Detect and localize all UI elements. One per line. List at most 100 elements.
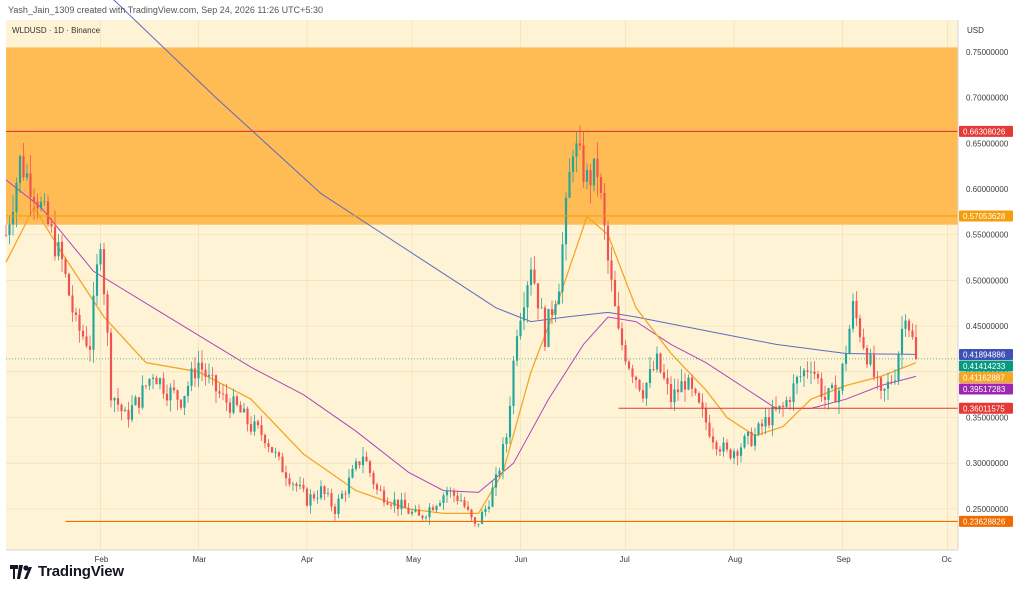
candle-body (704, 408, 708, 423)
candle-body (904, 320, 907, 329)
candle-body (109, 332, 113, 401)
candle-body (746, 431, 750, 437)
candle-body (848, 328, 851, 354)
candle-body (557, 291, 561, 305)
candle-body (421, 515, 424, 518)
candle-body (778, 405, 781, 410)
horizontal-levels (6, 130, 958, 522)
candle-body (463, 500, 466, 507)
candle-body (50, 224, 53, 227)
candle-body (487, 506, 491, 509)
candle-body (603, 192, 606, 226)
candle-body (389, 504, 393, 506)
time-tick-label: Mar (193, 555, 207, 564)
candle-body (470, 509, 473, 518)
candle-body (543, 307, 547, 347)
candle-body (715, 442, 718, 450)
candle-body (386, 502, 389, 505)
candle-body (547, 309, 550, 347)
candle-body (263, 435, 267, 444)
candle-body (599, 177, 603, 193)
candle-body (620, 328, 624, 346)
candle-body (690, 377, 694, 389)
candle-body (120, 404, 123, 412)
candle-body (862, 337, 865, 348)
price-axis[interactable]: 0.75000000 0.70000000 0.65000000 0.60000000… (957, 20, 1013, 550)
candle-body (816, 373, 820, 379)
candle-body (176, 390, 179, 400)
ma-price-label-box (959, 348, 1013, 360)
candle-body (827, 388, 830, 400)
candle-body (190, 368, 193, 386)
candle-body (151, 377, 155, 379)
candle-body (592, 158, 596, 186)
candle-body (484, 508, 487, 512)
candle-body (396, 499, 400, 509)
candle-body (312, 494, 316, 499)
candle-body (855, 300, 858, 319)
symbol-legend[interactable]: WLDUSD · 1D · Binance (12, 26, 101, 35)
candle-body (830, 384, 834, 389)
candle-body (169, 387, 172, 401)
level-price-label: 0.66308026 (963, 127, 1006, 136)
tradingview-logo[interactable]: TradingView (10, 563, 124, 580)
candle-body (78, 314, 81, 331)
candle-body (340, 493, 344, 499)
candle-body (764, 417, 767, 427)
currency-label[interactable]: USD (967, 26, 984, 35)
candle-body (739, 447, 743, 456)
candle-body (127, 409, 130, 420)
level-price-label-box (959, 402, 1013, 414)
candle-body (85, 336, 88, 347)
candle-body (333, 506, 337, 515)
candle-body (757, 423, 760, 435)
candle-body (232, 396, 235, 413)
candle-body (8, 224, 11, 236)
candle-body (788, 400, 792, 403)
price-tick-label: 0.75000000 (966, 48, 1009, 57)
candle-body (851, 300, 855, 329)
candle-body (634, 376, 638, 380)
ma-price-label-box (959, 383, 1013, 395)
candle-body (449, 490, 452, 492)
time-axis[interactable]: Feb Mar Apr May Jun Jul Aug Sep Oc (6, 549, 958, 564)
time-tick-label: Oc (942, 555, 952, 564)
candle-body (337, 498, 340, 515)
candle-body (676, 389, 680, 393)
candle-body (701, 402, 704, 409)
candle-body (428, 507, 431, 518)
candle-body (606, 225, 610, 261)
candle-body (575, 143, 578, 157)
candle-body (95, 264, 99, 296)
candle-body (729, 449, 732, 459)
candle-body (130, 405, 134, 420)
candle-body (617, 306, 620, 329)
time-tick-label: Apr (301, 555, 314, 564)
candle-body (218, 391, 221, 394)
candle-body (186, 385, 190, 396)
candle-body (25, 173, 29, 178)
candle-body (351, 468, 354, 478)
candle-body (239, 404, 242, 413)
ma-price-label-box (959, 371, 1013, 383)
candle-body (799, 376, 802, 378)
candle-body (235, 396, 239, 405)
candle-body (820, 378, 823, 397)
ma-20-line (5, 205, 917, 515)
candle-body (802, 370, 806, 377)
candle-body (305, 488, 309, 506)
candle-body (900, 328, 904, 354)
candle-body (323, 486, 326, 494)
candle-body (172, 387, 176, 391)
candle-body (81, 330, 85, 337)
candle-body (596, 158, 599, 178)
brand-name: TradingView (38, 563, 124, 580)
tradingview-logo-icon (10, 564, 32, 579)
candle-body (344, 493, 347, 495)
candle-body (137, 397, 141, 408)
candle-body (473, 517, 477, 524)
candle-body (372, 472, 375, 485)
candle-body (424, 517, 428, 518)
candle-body (442, 495, 445, 504)
